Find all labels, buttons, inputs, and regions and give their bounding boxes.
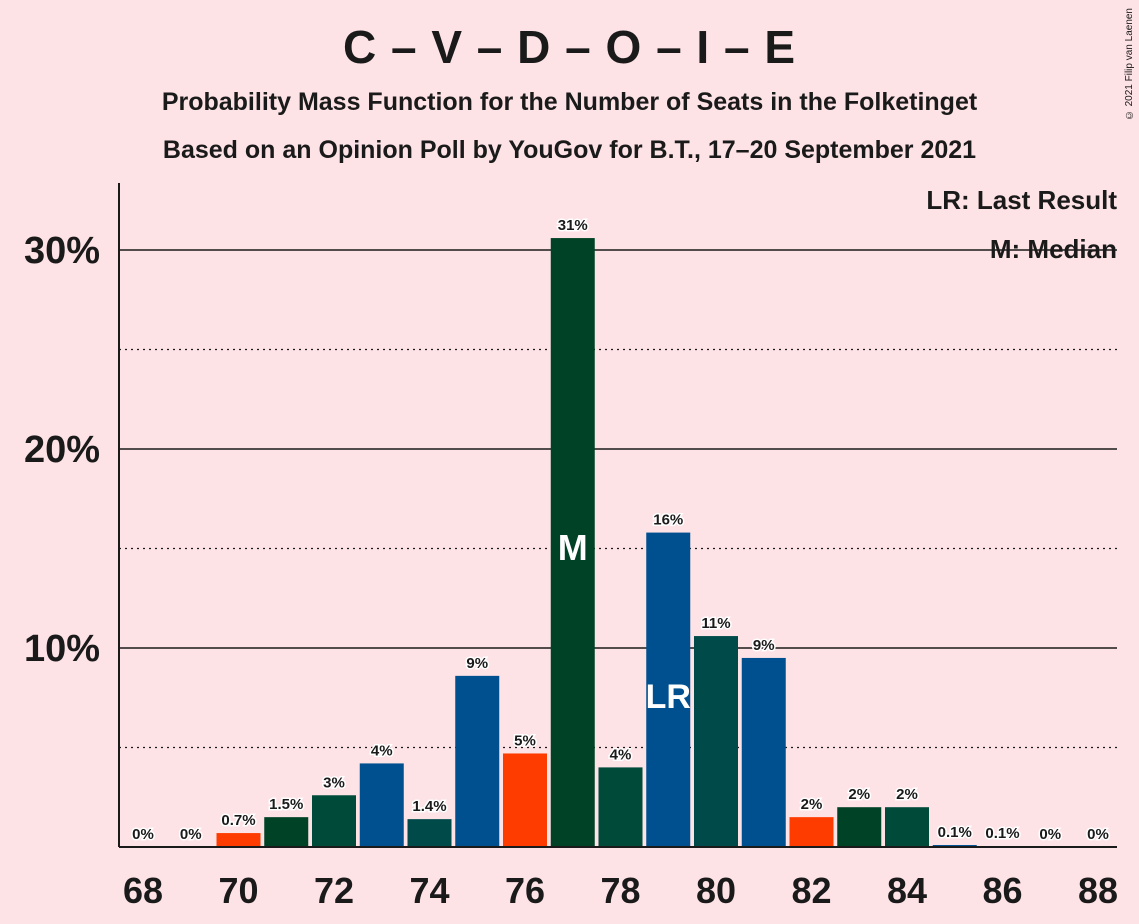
bar-seat-81: [741, 657, 786, 847]
chart-subtitle-2: Based on an Opinion Poll by YouGov for B…: [162, 136, 977, 164]
data-label: 4%: [371, 742, 393, 759]
bar-seat-84: [885, 807, 929, 847]
y-tick-label: 30%: [24, 230, 100, 272]
data-label: 2%: [848, 786, 870, 803]
data-label: 31%: [558, 217, 588, 234]
data-label: 1.4%: [412, 798, 446, 815]
bar-seat-75: [455, 675, 500, 847]
data-label: 4%: [610, 746, 632, 763]
data-label: 0%: [180, 826, 202, 843]
bar-seat-70: [216, 833, 261, 847]
x-tick-label: 76: [505, 870, 545, 911]
x-tick-label: 68: [123, 870, 163, 911]
x-tick-label: 80: [696, 870, 736, 911]
bar-seat-78: [598, 767, 643, 847]
x-tick-label: 82: [791, 870, 831, 911]
data-label: 0%: [1039, 826, 1061, 843]
data-label: 0.1%: [985, 825, 1019, 842]
bar-seat-71: [264, 817, 309, 847]
bar-seat-73: [359, 763, 404, 847]
data-labels: 0% 0% 0.7% 1.5% 3% 4% 1.4% 9% 5% 31% 4% 16% 11% 9% 2% 2…: [131, 216, 1111, 845]
data-label: 3%: [323, 774, 345, 791]
data-label: 16%: [653, 512, 683, 529]
bar-seat-83: [837, 807, 882, 847]
data-label: 0%: [132, 826, 154, 843]
bar-seat-74: [407, 819, 452, 847]
x-tick-label: 70: [218, 870, 258, 911]
y-tick-label: 10%: [24, 628, 100, 670]
chart-subtitle: Probability Mass Function for the Number…: [161, 88, 978, 116]
x-tick-label: 88: [1078, 870, 1118, 911]
bar-seat-79: [646, 532, 691, 847]
bar-seat-72: [312, 795, 356, 847]
chart-title: C – V – D – O – I – E: [342, 21, 797, 73]
bars: [216, 238, 1025, 848]
bar-seat-80: [694, 636, 738, 847]
data-label: 11%: [701, 615, 730, 632]
x-tick-label: 72: [314, 870, 354, 911]
data-label: 9%: [466, 655, 488, 672]
data-label: 0.1%: [938, 824, 972, 841]
x-tick-label: 84: [887, 870, 927, 911]
data-label: 5%: [514, 732, 536, 749]
legend-last-result: LR: Last Result: [926, 185, 1117, 215]
last-result-marker: LR: [646, 678, 691, 716]
bar-seat-82: [789, 817, 834, 847]
x-tick-label: 86: [982, 870, 1022, 911]
gridlines: [119, 249, 1117, 749]
bar-seat-76: [503, 753, 547, 847]
median-marker: M: [558, 527, 588, 568]
bar-seat-77: [550, 238, 595, 847]
x-tick-label: 74: [409, 870, 449, 911]
data-label: 2%: [896, 786, 918, 803]
data-label: 2%: [801, 796, 823, 813]
x-tick-label: 78: [600, 870, 640, 911]
data-label: 9%: [753, 637, 775, 654]
legend: LR: Last Result M: Median: [926, 185, 1117, 264]
data-label: 0.7%: [221, 812, 255, 829]
data-label: 1.5%: [269, 796, 303, 813]
legend-median: M: Median: [990, 234, 1117, 264]
data-label: 0%: [1087, 826, 1109, 843]
axes: 10% 20% 30% 68 70 72 74 76 78 80 82 84 86 88: [24, 183, 1118, 911]
y-tick-label: 20%: [24, 429, 100, 471]
